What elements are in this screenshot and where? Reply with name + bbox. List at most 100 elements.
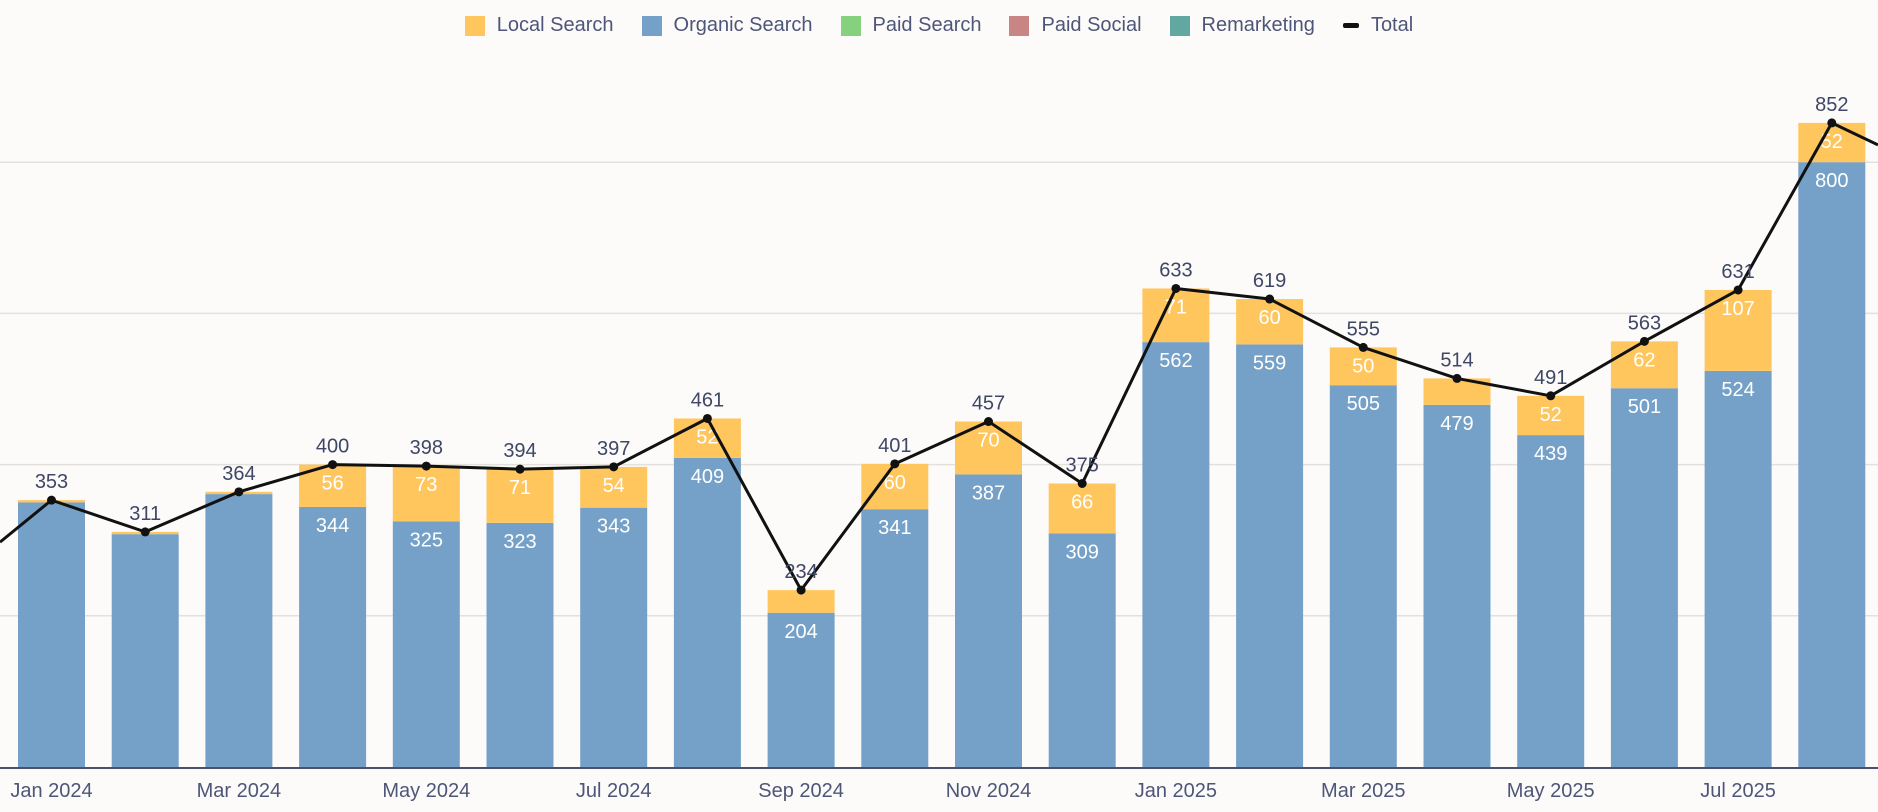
bar-organic-search <box>861 509 929 767</box>
bar-organic-search <box>1048 533 1116 767</box>
bar-data-label: 559 <box>1253 352 1286 374</box>
total-point <box>47 495 56 505</box>
x-tick-label: Sep 2024 <box>758 780 844 802</box>
bar-organic-search <box>299 506 367 767</box>
total-point <box>140 527 150 537</box>
total-line <box>0 121 1878 592</box>
bar-data-label: 60 <box>884 472 906 494</box>
bar-data-label: 479 <box>1440 413 1473 435</box>
total-point <box>702 413 712 423</box>
bar-data-label: 71 <box>509 477 531 499</box>
total-point <box>421 461 431 471</box>
bar-data-label: 70 <box>977 430 999 452</box>
bar-organic-search <box>486 522 554 767</box>
bar-data-label: 50 <box>1352 355 1374 377</box>
legend-label: Organic Search <box>673 14 813 36</box>
total-point <box>1171 283 1181 293</box>
bar-data-label: 800 <box>1815 170 1848 192</box>
bar-data-label: 107 <box>1721 298 1754 320</box>
total-point <box>890 459 900 469</box>
bar-data-label: 501 <box>1628 396 1661 418</box>
x-tick-label: May 2024 <box>382 780 470 802</box>
x-tick-label: Jan 2024 <box>10 780 92 802</box>
bar-local-search <box>1610 341 1678 389</box>
total-data-label: 633 <box>1159 259 1192 281</box>
x-tick-label: Jul 2024 <box>576 780 652 802</box>
total-data-label: 397 <box>597 438 630 460</box>
bar-organic-search <box>18 502 85 767</box>
bar-organic-search <box>1236 344 1304 767</box>
legend-swatch <box>840 15 861 36</box>
bar-local-search <box>861 463 929 510</box>
bar-data-label: 323 <box>503 531 536 553</box>
total-point <box>1358 342 1368 352</box>
legend-swatch <box>1009 15 1030 36</box>
x-tick-label: May 2025 <box>1507 780 1595 802</box>
chart-legend: Local Search Organic Search Paid Search … <box>0 14 1878 37</box>
total-data-label: 353 <box>35 471 68 493</box>
total-data-label: 457 <box>972 393 1005 415</box>
bar-organic-search <box>767 612 835 767</box>
total-point <box>796 585 806 595</box>
total-point <box>1733 285 1743 295</box>
legend-swatch <box>1169 15 1190 36</box>
total-point <box>234 487 244 497</box>
legend-item-paid-search[interactable]: Paid Search <box>840 14 982 37</box>
total-data-label: 375 <box>1066 455 1099 477</box>
legend-item-local-search[interactable]: Local Search <box>464 14 614 37</box>
total-data-label: 461 <box>691 389 724 411</box>
legend-item-paid-social[interactable]: Paid Social <box>1009 14 1142 37</box>
total-point <box>1639 336 1649 346</box>
legend-label: Total <box>1370 14 1414 36</box>
total-point <box>1265 294 1275 304</box>
bar-local-search <box>486 469 554 523</box>
bar-organic-search <box>205 494 273 767</box>
bar-local-search <box>392 466 460 522</box>
bar-data-label: 56 <box>321 473 343 495</box>
total-point <box>1827 118 1837 128</box>
total-point <box>328 460 338 470</box>
bar-data-label: 73 <box>415 474 437 496</box>
bar-organic-search <box>392 521 460 767</box>
total-data-label: 563 <box>1628 312 1661 334</box>
bar-organic-search <box>1798 162 1866 767</box>
bar-organic-search <box>1517 435 1585 767</box>
bar-data-label: 524 <box>1721 379 1754 401</box>
total-point <box>1077 479 1087 488</box>
x-tick-label: Jul 2025 <box>1700 780 1776 802</box>
bar-data-label: 341 <box>878 517 911 539</box>
bar-data-label: 54 <box>603 475 625 497</box>
bar-data-label: 204 <box>784 621 817 643</box>
total-data-label: 514 <box>1440 349 1473 371</box>
legend-item-remarketing[interactable]: Remarketing <box>1169 14 1315 37</box>
bar-local-search <box>767 590 835 613</box>
bar-local-search <box>1517 395 1585 436</box>
total-data-label: 400 <box>316 436 349 458</box>
total-data-label: 555 <box>1347 318 1380 340</box>
bar-data-label: 309 <box>1066 541 1099 563</box>
total-data-label: 398 <box>410 437 443 459</box>
legend-line-swatch <box>1342 23 1359 28</box>
total-point <box>1546 391 1556 401</box>
total-point <box>1452 373 1462 383</box>
bar-data-label: 52 <box>696 426 718 448</box>
legend-item-total[interactable]: Total <box>1342 14 1414 37</box>
legend-swatch <box>641 15 662 36</box>
legend-label: Paid Search <box>872 14 982 36</box>
total-data-label: 394 <box>503 440 536 462</box>
total-data-label: 364 <box>222 463 255 485</box>
x-tick-label: Mar 2024 <box>197 780 282 802</box>
bar-data-label: 505 <box>1347 393 1380 415</box>
total-data-label: 311 <box>129 503 161 525</box>
x-tick-label: Jan 2025 <box>1135 780 1217 802</box>
bar-organic-search <box>673 457 741 767</box>
bar-organic-search <box>111 534 179 767</box>
legend-item-organic-search[interactable]: Organic Search <box>641 14 813 37</box>
bar-organic-search <box>955 474 1022 767</box>
bar-data-label: 387 <box>972 482 1005 504</box>
bar-local-search <box>1048 483 1116 534</box>
bar-organic-search <box>1423 404 1491 767</box>
total-data-label: 619 <box>1253 270 1286 292</box>
bar-data-label: 343 <box>597 516 630 538</box>
